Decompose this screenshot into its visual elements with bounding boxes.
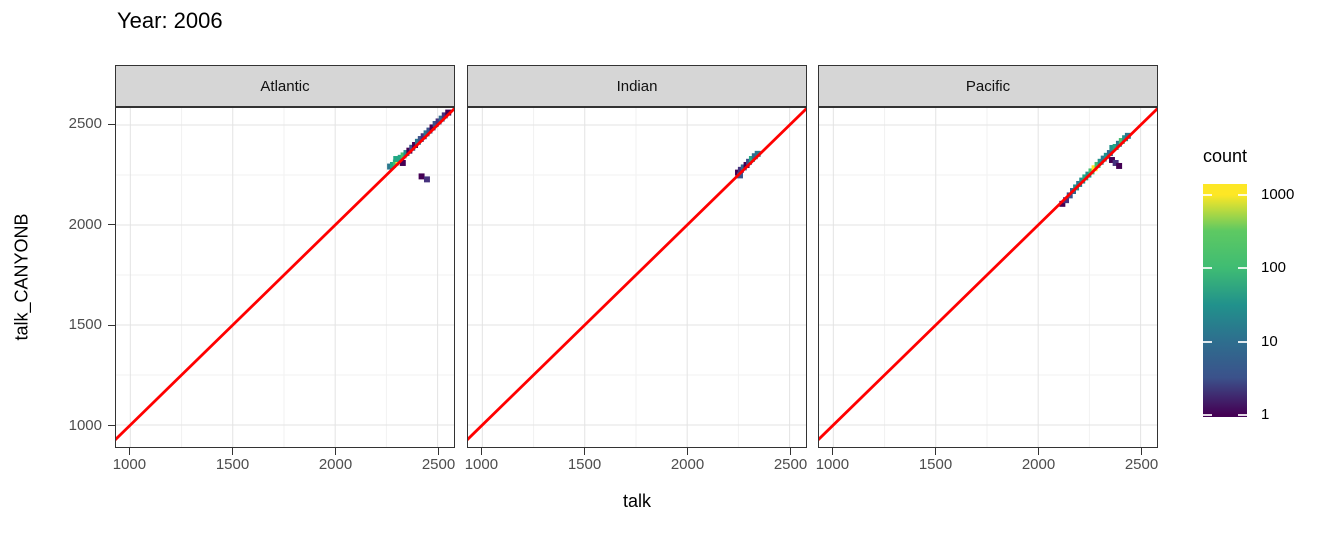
bin (743, 161, 750, 168)
bin (429, 124, 436, 131)
bin (1118, 138, 1125, 144)
bin (1059, 200, 1066, 207)
bin (1109, 144, 1116, 151)
x-tick-mark (831, 448, 833, 455)
panel-indian (467, 107, 807, 448)
bin (1112, 159, 1119, 166)
y-tick-mark (108, 224, 115, 226)
legend-tick-label: 10 (1261, 332, 1278, 350)
x-tick-label: 2500 (1124, 456, 1159, 473)
y-tick-label: 2000 (68, 215, 102, 233)
bin (1103, 152, 1110, 159)
x-tick-mark (335, 448, 336, 455)
x-tick-mark (687, 448, 688, 455)
x-tick-label: 1000 (815, 456, 850, 473)
x-tick-mark (480, 448, 482, 455)
x-tick-mark (1038, 448, 1039, 455)
x-tick-mark (1141, 448, 1142, 455)
y-tick-mark (108, 324, 115, 326)
panel-atlantic (115, 107, 455, 448)
legend-colorbar (1203, 184, 1247, 417)
bin (1116, 162, 1123, 169)
bin (435, 118, 442, 125)
legend-tick-label: 1 (1261, 406, 1270, 423)
bin (393, 156, 400, 162)
x-tick-label: 1500 (567, 456, 602, 473)
x-tick-mark (790, 448, 791, 455)
bin (399, 159, 406, 166)
identity-line (468, 108, 806, 441)
legend-tick-mark (1203, 414, 1212, 416)
x-tick-label: 2000 (1021, 456, 1056, 473)
bin (445, 109, 452, 116)
bin (438, 115, 445, 122)
facet-strip-pacific: Pacific (818, 65, 1158, 107)
x-tick-label: 1500 (918, 456, 953, 473)
x-tick-mark (232, 448, 233, 455)
y-tick-mark (108, 123, 115, 125)
x-tick-mark (438, 448, 439, 455)
legend-tick-mark (1238, 340, 1247, 343)
facet-strip-indian: Indian (467, 65, 807, 107)
bin (441, 112, 448, 119)
x-tick-mark (584, 448, 585, 455)
bin (423, 176, 430, 183)
bin (426, 127, 433, 134)
panel-pacific (818, 107, 1158, 448)
x-tick-label: 2000 (670, 456, 705, 473)
legend-tick-mark (1203, 267, 1212, 270)
bins-layer-indian (735, 150, 761, 179)
plot-title: Year: 2006 (117, 8, 223, 33)
x-tick-label: 2500 (773, 456, 808, 473)
x-axis-title: talk (622, 491, 651, 511)
x-tick-mark (128, 448, 130, 455)
x-tick-label: 1500 (215, 456, 250, 473)
y-tick-label: 1000 (68, 416, 102, 434)
bin (1112, 143, 1119, 150)
legend-tick-label: 100 (1261, 259, 1287, 277)
bin (1097, 158, 1104, 165)
legend-title: count (1203, 146, 1248, 166)
y-tick-mark (108, 425, 115, 427)
bin (737, 172, 743, 179)
x-tick-mark (935, 448, 936, 455)
bins-layer-atlantic (387, 109, 452, 183)
legend-tick-mark (1238, 194, 1247, 196)
bin (1108, 157, 1115, 163)
y-tick-label: 1500 (68, 316, 102, 334)
legend-tick-mark (1238, 414, 1247, 416)
x-tick-label: 1000 (112, 456, 147, 473)
facet-strip-atlantic: Atlantic (115, 65, 455, 107)
y-tick-label: 2500 (68, 115, 102, 133)
bin (412, 142, 419, 148)
bin (1100, 155, 1107, 162)
bin (754, 150, 761, 157)
legend-tick-mark (1203, 340, 1212, 343)
x-tick-label: 1000 (464, 456, 499, 473)
bin (1063, 197, 1070, 204)
legend-tick-mark (1238, 267, 1247, 270)
legend-tick-label: 1000 (1261, 186, 1295, 203)
identity-line (819, 108, 1157, 441)
bin (1094, 161, 1101, 168)
identity-line (116, 108, 454, 441)
legend-tick-mark (1203, 194, 1212, 196)
y-axis-title: talk_CANYONB (11, 213, 32, 341)
bin (1106, 150, 1113, 157)
x-tick-label: 2500 (421, 456, 456, 473)
bin (418, 173, 425, 180)
x-tick-label: 2000 (318, 456, 353, 473)
